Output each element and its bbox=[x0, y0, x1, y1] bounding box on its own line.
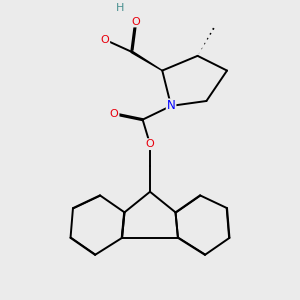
Text: H: H bbox=[116, 3, 124, 13]
Text: N: N bbox=[167, 99, 176, 112]
Text: O: O bbox=[110, 109, 118, 119]
Text: O: O bbox=[131, 16, 140, 26]
Polygon shape bbox=[131, 51, 162, 70]
Text: O: O bbox=[146, 139, 154, 149]
Text: O: O bbox=[100, 35, 109, 45]
